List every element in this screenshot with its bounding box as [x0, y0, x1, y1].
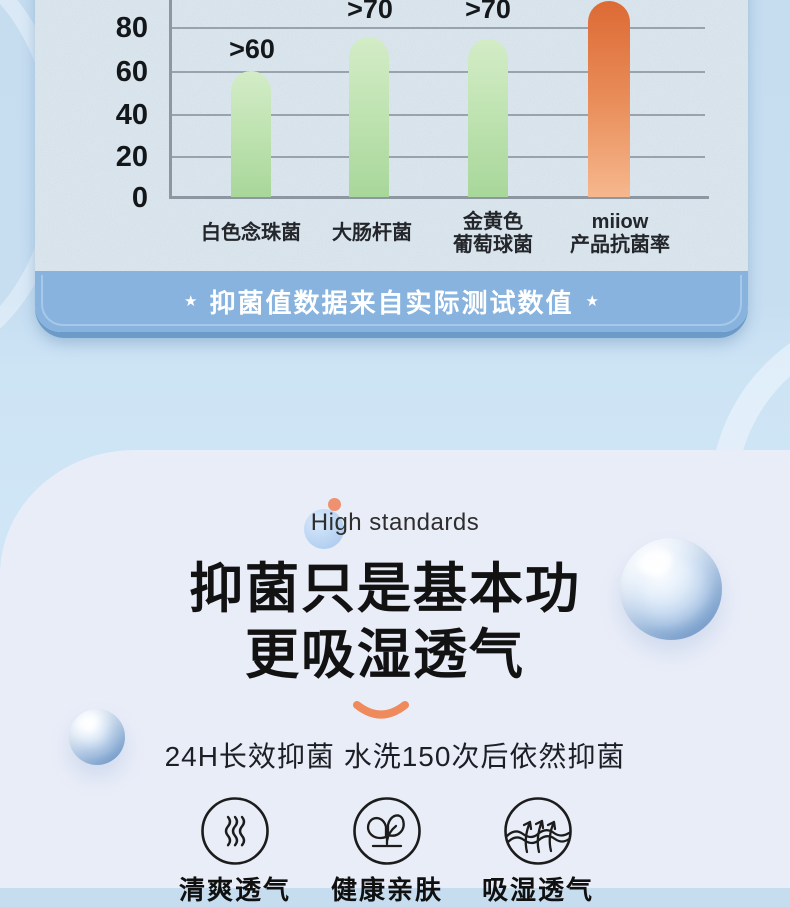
feature-moisture-wicking: 吸湿透气	[466, 796, 610, 907]
water-droplet-small	[69, 709, 125, 765]
y-tick-0: 0	[131, 182, 148, 214]
feature-label: 健康亲肤	[330, 875, 443, 905]
bar-miiow-product	[588, 1, 630, 197]
y-tick-40: 40	[115, 99, 148, 131]
feature-label: 吸湿透气	[481, 875, 594, 905]
feature-skin-friendly: 健康亲肤	[315, 796, 459, 907]
chart-footnote-banner: ★ 抑菌值数据来自实际测试数值 ★	[35, 271, 748, 332]
bar-value-label: >70	[347, 0, 393, 24]
section-title: 抑菌只是基本功 更吸湿透气	[0, 556, 770, 688]
steam-icon	[201, 797, 269, 865]
moisture-icon	[504, 797, 572, 865]
y-axis-line	[169, 0, 172, 199]
y-tick-60: 60	[115, 56, 148, 88]
star-icon: ★	[184, 292, 198, 310]
bar-value-label: >70	[465, 0, 511, 24]
x-label-line: miiow	[591, 211, 649, 233]
chart-footnote-text: 抑菌值数据来自实际测试数值	[209, 288, 574, 318]
feature-breathable: 清爽透气	[163, 796, 307, 907]
orange-dot-decoration	[327, 498, 341, 511]
bar-candida	[231, 71, 271, 197]
bar-value-label: >60	[229, 34, 275, 64]
water-droplet-large	[620, 538, 722, 640]
blue-circle-decoration	[303, 509, 344, 549]
star-icon: ★	[585, 292, 599, 310]
smile-underline-icon	[353, 701, 409, 719]
chart-footnote: ★ 抑菌值数据来自实际测试数值 ★	[184, 283, 599, 320]
bar-staphylococcus	[468, 39, 508, 197]
bar-ecoli	[349, 37, 389, 197]
product-detail-page: { "chart_data": { "type": "bar", "catego…	[0, 0, 790, 888]
section-title-line2: 更吸湿透气	[245, 625, 525, 685]
plant-icon	[353, 797, 421, 865]
x-label-line: 产品抗菌率	[570, 234, 670, 256]
antibacterial-bar-chart: 80 60 40 20 0 >60 >70 >70 白色念珠菌 大肠杆菌 金黄色…	[0, 0, 790, 340]
y-tick-80: 80	[115, 12, 148, 44]
section-eyebrow: High standards	[0, 498, 790, 549]
feature-label: 清爽透气	[178, 875, 291, 905]
x-axis-label-miiow: miiow 产品抗菌率	[545, 211, 695, 257]
section-title-line1: 抑菌只是基本功	[189, 559, 581, 619]
y-tick-20: 20	[115, 141, 148, 173]
eyebrow-label: High standards	[310, 509, 480, 536]
section-subtitle: 24H长效抑菌 水洗150次后依然抑菌	[164, 741, 626, 772]
